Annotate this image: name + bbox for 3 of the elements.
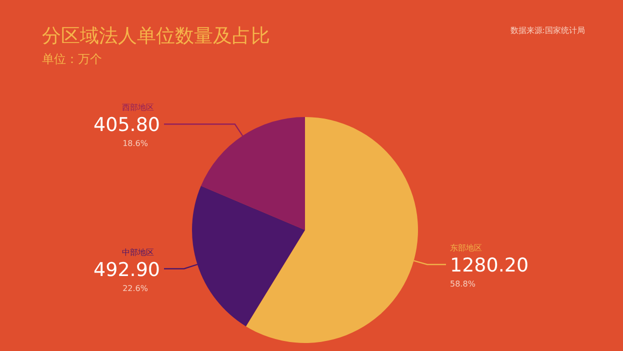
annotation: 数据来源:国家统计局	[510, 26, 585, 35]
title: 分区域法人单位数量及占比	[42, 25, 270, 47]
subtitle: 单位：万个	[42, 52, 102, 66]
